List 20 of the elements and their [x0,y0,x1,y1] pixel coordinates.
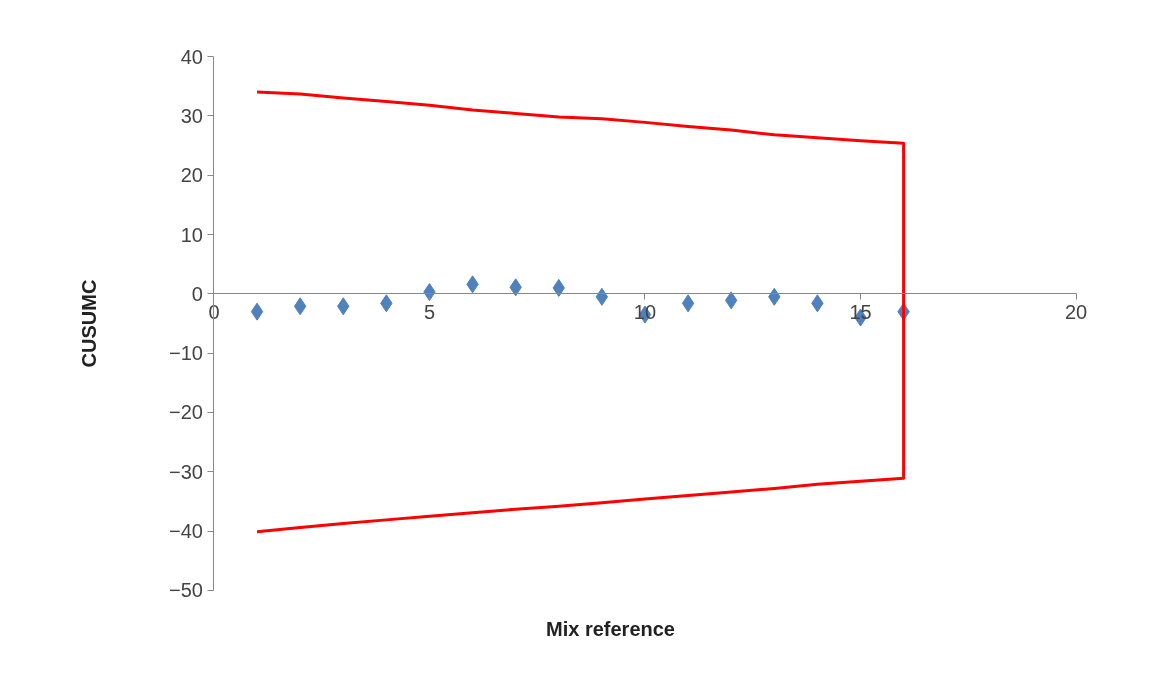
y-tick-label: 10 [180,223,203,246]
y-tick-label: −20 [169,401,203,424]
y-tick-label: 30 [180,104,203,127]
x-tick-label: 20 [1064,300,1088,323]
y-tick-label: −10 [169,342,203,365]
y-tick-label: −30 [169,460,203,483]
point [250,302,264,321]
y-tick-label: 40 [180,45,203,68]
point [293,297,307,316]
line-series [255,90,906,534]
y-tick-label: 20 [180,164,203,187]
x-axis-title: Mix reference [546,617,675,640]
y-axis-title: CUSUMC [77,279,100,368]
point [595,287,609,306]
point [681,294,695,313]
x-tick-label: 5 [423,300,436,323]
y-tick-label: −40 [169,520,203,543]
y-tick-label: −50 [169,579,203,602]
y-tick-label: 0 [191,282,203,305]
x-tick-label: 15 [849,300,872,323]
